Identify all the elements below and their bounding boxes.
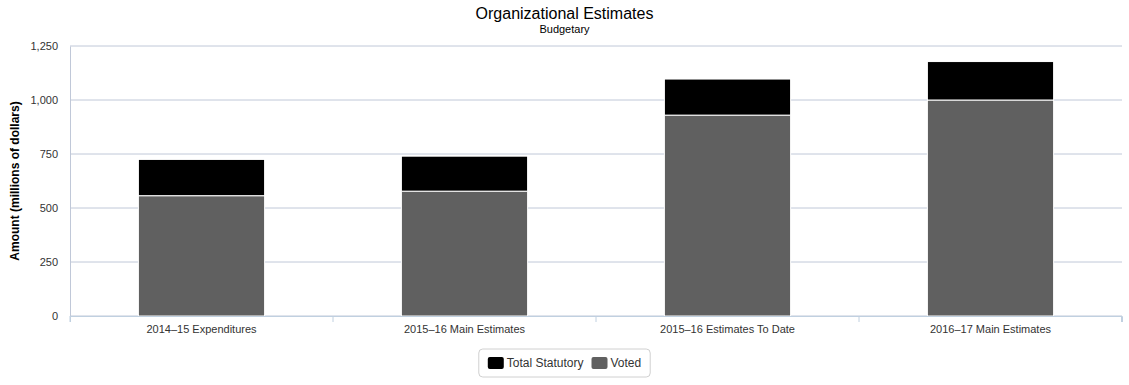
bar	[664, 115, 790, 316]
y-tick-label: 500	[40, 202, 58, 214]
y-tick: 1,250	[30, 40, 70, 52]
x-tick-mark	[596, 316, 597, 322]
legend-label: Total Statutory	[507, 356, 584, 370]
y-tick: 500	[40, 202, 70, 214]
x-tick: 2015–16 Estimates To Date	[596, 316, 795, 335]
subtitle: Budgetary	[539, 23, 590, 35]
y-tick: 0	[52, 310, 70, 322]
y-tick-label: 0	[52, 310, 58, 322]
legend-item[interactable]: Total Statutory	[488, 356, 584, 370]
x-tick-mark	[859, 316, 860, 322]
x-tick-label: 2016–17 Main Estimates	[930, 323, 1052, 335]
y-tick: 250	[40, 256, 70, 268]
bar	[664, 79, 790, 115]
x-tick-mark	[70, 316, 71, 322]
legend-swatch	[592, 357, 608, 369]
y-tick: 1,000	[30, 94, 70, 106]
legend-label: Voted	[611, 356, 642, 370]
x-tick-label: 2015–16 Main Estimates	[404, 323, 526, 335]
legend-item[interactable]: Voted	[592, 356, 642, 370]
y-tick: 750	[40, 148, 70, 160]
chart: Organizational EstimatesBudgetary 0 250 500…	[0, 0, 1129, 385]
bar	[927, 100, 1053, 316]
x-tick: 2015–16 Main Estimates	[333, 316, 526, 335]
y-axis: 0 250 500 750 1,000 1,250	[30, 40, 70, 322]
bar	[138, 196, 264, 316]
grid-line	[70, 46, 1122, 47]
bars	[138, 62, 1053, 316]
bar	[138, 159, 264, 195]
y-tick-label: 750	[40, 148, 58, 160]
y-tick-label: 1,000	[30, 94, 58, 106]
legend-swatch	[488, 357, 504, 369]
x-tick-mark	[333, 316, 334, 322]
x-tick-mark	[1121, 316, 1122, 322]
x-tick-label: 2015–16 Estimates To Date	[660, 323, 795, 335]
x-tick: 2016–17 Main Estimates	[859, 316, 1052, 335]
y-tick-label: 250	[40, 256, 58, 268]
y-axis-line	[70, 47, 71, 317]
bar	[927, 62, 1053, 100]
grid	[70, 46, 1122, 316]
x-tick: 2014–15 Expenditures	[70, 316, 257, 335]
bar	[401, 156, 527, 191]
y-tick-label: 1,250	[30, 40, 58, 52]
legend: Total Statutory Voted	[479, 349, 650, 377]
x-axis: 2014–15 Expenditures 2015–16 Main Estimat…	[70, 316, 1123, 335]
x-axis-line	[71, 317, 1123, 323]
x-tick-label: 2014–15 Expenditures	[146, 323, 257, 335]
bar	[401, 191, 527, 316]
legend-box	[479, 349, 650, 377]
y-axis-title: Amount (millions of dollars)	[8, 101, 22, 260]
title: Organizational Estimates	[476, 5, 654, 22]
